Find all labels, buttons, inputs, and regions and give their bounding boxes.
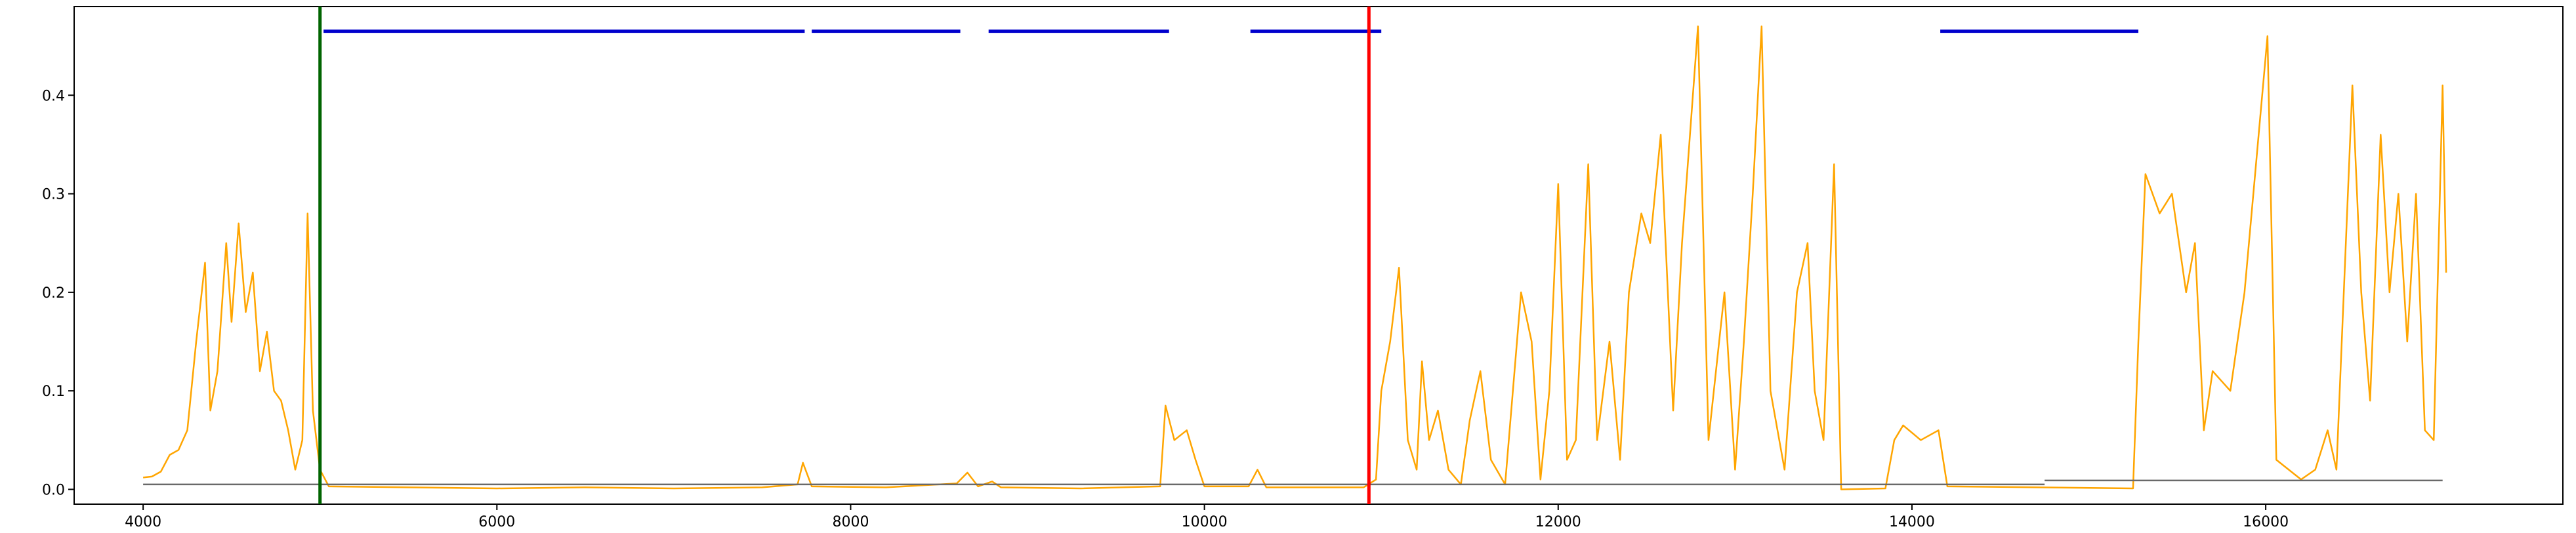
plot-frame (73, 6, 2564, 505)
x-tick-label: 14000 (1889, 514, 1935, 530)
x-tick-label: 4000 (125, 514, 161, 530)
y-tick-label: 0.1 (42, 384, 65, 400)
y-tick-label: 0.2 (42, 285, 65, 302)
x-tick-label: 16000 (2243, 514, 2289, 530)
data-line (142, 25, 2447, 490)
x-tick-label: 8000 (832, 514, 869, 530)
y-tick-label: 0.3 (42, 187, 65, 203)
x-tick-label: 6000 (478, 514, 515, 530)
x-tick-label: 12000 (1535, 514, 1581, 530)
y-tick-label: 0.4 (42, 88, 65, 104)
x-tick-label: 10000 (1182, 514, 1228, 530)
y-tick-label: 0.0 (42, 482, 65, 498)
